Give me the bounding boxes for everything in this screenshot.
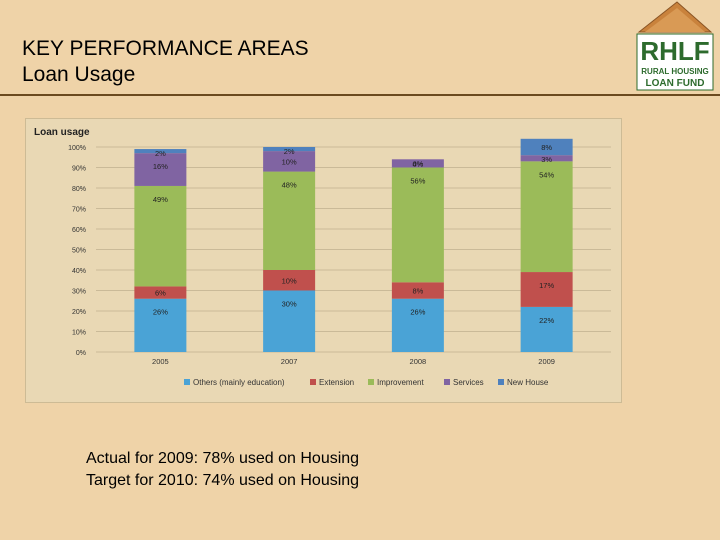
x-tick-label: 2005: [152, 357, 169, 366]
bar-segment-improvement: [263, 171, 316, 270]
data-label-new_house: 2%: [284, 147, 295, 156]
data-label-improvement: 56%: [410, 177, 425, 186]
data-label-others: 26%: [153, 308, 168, 317]
y-tick-label: 40%: [72, 268, 86, 275]
note-actual: Actual for 2009: 78% used on Housing: [86, 450, 360, 467]
bar-segment-extension: [263, 270, 316, 291]
y-tick-label: 70%: [72, 207, 86, 214]
legend-label-services: Services: [453, 378, 484, 387]
bar-segment-extension: [391, 282, 444, 299]
roof-highlight: [645, 8, 705, 32]
data-label-improvement: 48%: [282, 181, 297, 190]
legend-label-extension: Extension: [319, 378, 354, 387]
y-tick-label: 10%: [72, 330, 86, 337]
loan-usage-chart: Loan usage 0% 10% 20% 30% 40% 50% 60% 70% 80% 90%…: [34, 127, 611, 387]
logo-line3: LOAN FUND: [646, 78, 705, 89]
bar-segment-services: [391, 159, 444, 168]
x-tick-label: 2007: [281, 357, 298, 366]
rhlf-logo: RHLF RURAL HOUSING LOAN FUND: [636, 1, 714, 91]
bar-segment-services: [263, 151, 316, 172]
data-label-new_house: 2%: [155, 149, 166, 158]
bar-segment-others: [134, 298, 187, 352]
data-label-others: 26%: [410, 308, 425, 317]
y-tick-label: 30%: [72, 289, 86, 296]
logo-line2: RURAL HOUSING: [641, 67, 708, 76]
legend-label-new_house: New House: [507, 378, 549, 387]
logo-line1: RHLF: [640, 36, 709, 66]
page-subtitle: Loan Usage: [22, 63, 136, 86]
bar-segment-services: [134, 153, 187, 186]
y-tick-label: 50%: [72, 248, 86, 255]
y-tick-label: 100%: [68, 145, 86, 152]
chart-title: Loan usage: [34, 127, 90, 138]
bar-segment-services: [520, 155, 573, 162]
x-tick-label: 2009: [538, 357, 555, 366]
note-target: Target for 2010: 74% used on Housing: [86, 472, 360, 489]
legend-swatch-others: [184, 379, 190, 385]
legend-swatch-new_house: [498, 379, 504, 385]
y-tick-label: 20%: [72, 309, 86, 316]
bar-segment-improvement: [134, 185, 187, 287]
bar-segment-extension: [520, 272, 573, 307]
data-label-new_house: 8%: [541, 143, 552, 152]
notes: Actual for 2009: 78% used on Housing Tar…: [86, 448, 359, 492]
legend-label-others: Others (mainly education): [193, 378, 285, 387]
legend-swatch-extension: [310, 379, 316, 385]
data-label-new_house: 0%: [412, 159, 423, 168]
data-label-extension: 8%: [412, 287, 423, 296]
bar-segment-others: [520, 306, 573, 352]
chart-panel: Loan usage 0% 10% 20% 30% 40% 50% 60% 70% 80% 90%…: [25, 118, 622, 403]
page-title: KEY PERFORMANCE AREAS: [22, 37, 309, 60]
bar-segment-new_house: [134, 149, 187, 154]
data-label-services: 16%: [153, 162, 168, 171]
data-label-services: 4%: [412, 159, 423, 168]
data-label-improvement: 49%: [153, 195, 168, 204]
bar-segment-new_house: [263, 147, 316, 152]
data-label-extension: 10%: [282, 276, 297, 285]
data-label-others: 30%: [282, 300, 297, 309]
y-tick-label: 0%: [76, 350, 86, 357]
data-label-services: 10%: [282, 157, 297, 166]
bar-segment-improvement: [391, 167, 444, 283]
bar-segment-extension: [134, 286, 187, 299]
legend-label-improvement: Improvement: [377, 378, 424, 387]
y-tick-label: 60%: [72, 227, 86, 234]
data-label-others: 22%: [539, 316, 554, 325]
data-label-extension: 17%: [539, 281, 554, 290]
y-tick-label: 90%: [72, 166, 86, 173]
data-label-services: 3%: [541, 155, 552, 164]
legend-swatch-improvement: [368, 379, 374, 385]
logo-panel: [636, 33, 714, 91]
x-tick-label: 2008: [410, 357, 427, 366]
data-label-extension: 6%: [155, 289, 166, 298]
legend-swatch-services: [444, 379, 450, 385]
bar-segment-new_house: [520, 138, 573, 156]
y-tick-label: 80%: [72, 186, 86, 193]
title-block: KEY PERFORMANCE AREAS Loan Usage: [22, 36, 309, 88]
bar-segment-improvement: [520, 161, 573, 273]
header-divider: [0, 94, 720, 96]
data-label-improvement: 54%: [539, 170, 554, 179]
bar-segment-others: [263, 290, 316, 352]
bar-segment-others: [391, 298, 444, 352]
